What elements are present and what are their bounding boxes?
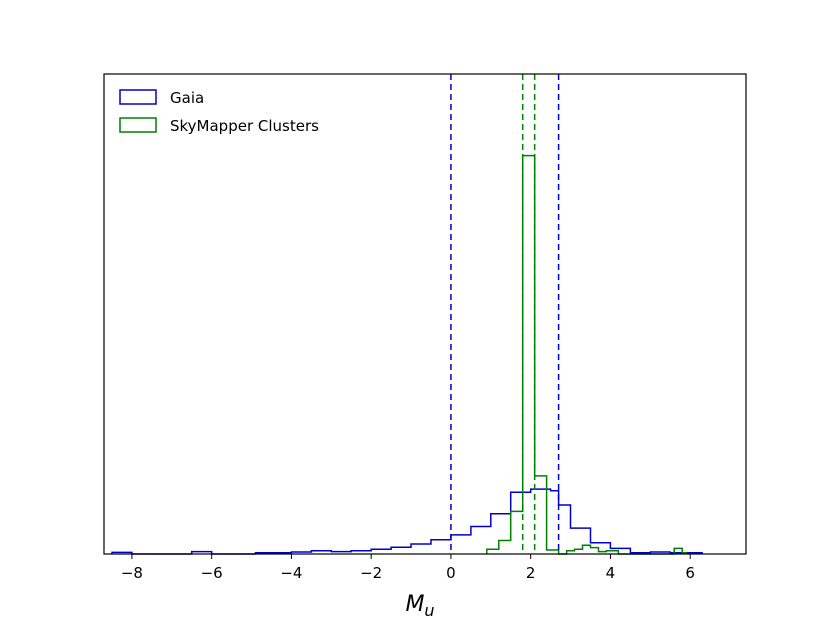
x-tick-label: −2	[360, 564, 382, 582]
x-axis-label-main: M	[405, 592, 424, 617]
x-axis-label: Mu	[405, 592, 434, 620]
plot-frame	[103, 73, 747, 555]
legend-label: SkyMapper Clusters	[170, 117, 319, 135]
x-tick-label: −6	[201, 564, 223, 582]
histogram-bin	[411, 544, 431, 554]
histogram-bin	[551, 491, 559, 554]
histogram-bin	[451, 535, 471, 554]
x-tick-label: −4	[280, 564, 302, 582]
histogram-bin	[559, 505, 571, 554]
histogram-bin	[575, 549, 583, 554]
histogram-bin	[535, 476, 547, 554]
x-tick-label: 4	[606, 564, 616, 582]
x-tick-label: 0	[446, 564, 456, 582]
legend-item: Gaia	[119, 89, 204, 107]
histogram-bin	[391, 547, 411, 554]
reference-lines	[450, 74, 560, 554]
legend-label: Gaia	[170, 89, 204, 107]
legend-item: SkyMapper Clusters	[119, 117, 319, 135]
legend-swatch	[119, 89, 157, 105]
legend-swatch	[119, 117, 157, 133]
histogram-bin	[590, 548, 598, 554]
x-tick-label: 2	[526, 564, 536, 582]
histogram-bin	[431, 540, 451, 554]
x-tick-label: 6	[685, 564, 695, 582]
histogram-bin	[511, 511, 523, 554]
histogram-bin	[583, 545, 591, 554]
histogram-bin	[523, 156, 535, 554]
histogram-bin	[371, 549, 391, 554]
x-axis: −8 −6 −4 −2 0 2 4 6	[121, 554, 695, 582]
x-tick-label: −8	[121, 564, 143, 582]
legend: Gaia SkyMapper Clusters	[119, 89, 319, 135]
histogram-bin	[499, 540, 511, 554]
x-axis-label-subscript: u	[424, 601, 434, 620]
histogram-bin	[674, 548, 682, 554]
histogram-bin	[487, 549, 499, 554]
